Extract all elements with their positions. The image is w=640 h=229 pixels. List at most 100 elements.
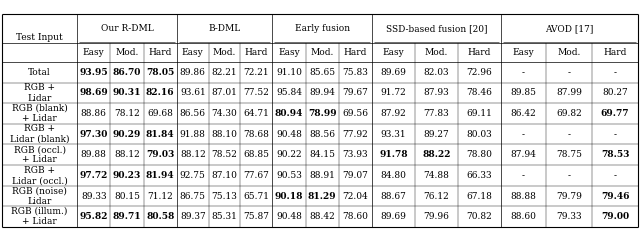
Text: RGB +
Lidar (blank): RGB + Lidar (blank) — [10, 124, 69, 144]
Text: 86.70: 86.70 — [113, 68, 141, 77]
Text: 89.71: 89.71 — [113, 212, 141, 221]
Text: 80.15: 80.15 — [114, 191, 140, 201]
Text: 79.03: 79.03 — [146, 150, 175, 159]
Text: 76.12: 76.12 — [424, 191, 449, 201]
Text: 80.03: 80.03 — [467, 130, 492, 139]
Text: 88.60: 88.60 — [511, 212, 536, 221]
Text: 67.18: 67.18 — [467, 191, 492, 201]
Text: 89.85: 89.85 — [511, 88, 536, 97]
Text: RGB (blank)
+ Lidar: RGB (blank) + Lidar — [12, 104, 67, 123]
Text: 79.07: 79.07 — [342, 171, 369, 180]
Text: 93.95: 93.95 — [79, 68, 108, 77]
Text: 90.23: 90.23 — [113, 171, 141, 180]
Text: 73.93: 73.93 — [342, 150, 369, 159]
Text: 79.67: 79.67 — [342, 88, 369, 97]
Text: 86.42: 86.42 — [511, 109, 536, 118]
Text: RGB (illum.)
+ Lidar: RGB (illum.) + Lidar — [12, 207, 68, 226]
Text: 89.27: 89.27 — [424, 130, 449, 139]
Text: 97.30: 97.30 — [79, 130, 108, 139]
Text: 64.71: 64.71 — [243, 109, 269, 118]
Text: 81.29: 81.29 — [308, 191, 337, 201]
Text: 80.27: 80.27 — [602, 88, 628, 97]
Text: 78.99: 78.99 — [308, 109, 337, 118]
Text: Hard: Hard — [468, 48, 491, 57]
Text: 85.31: 85.31 — [212, 212, 237, 221]
Text: 92.75: 92.75 — [180, 171, 205, 180]
Text: -: - — [522, 171, 525, 180]
Text: 95.82: 95.82 — [79, 212, 108, 221]
Text: 80.58: 80.58 — [146, 212, 175, 221]
Text: 88.12: 88.12 — [114, 150, 140, 159]
Text: 78.60: 78.60 — [342, 212, 369, 221]
Text: 90.29: 90.29 — [113, 130, 141, 139]
Text: 78.75: 78.75 — [556, 150, 582, 159]
Text: 69.68: 69.68 — [147, 109, 173, 118]
Text: 90.31: 90.31 — [113, 88, 141, 97]
Text: 74.88: 74.88 — [424, 171, 449, 180]
Text: -: - — [522, 68, 525, 77]
Text: Mod.: Mod. — [310, 48, 334, 57]
Text: 69.56: 69.56 — [342, 109, 369, 118]
Text: -: - — [614, 130, 616, 139]
Text: Early fusion: Early fusion — [294, 24, 350, 33]
Text: 87.99: 87.99 — [556, 88, 582, 97]
Text: 89.33: 89.33 — [81, 191, 106, 201]
Text: RGB +
Lidar (occl.): RGB + Lidar (occl.) — [12, 166, 67, 185]
Text: 82.16: 82.16 — [146, 88, 175, 97]
Text: Mod.: Mod. — [115, 48, 139, 57]
Text: 89.86: 89.86 — [180, 68, 205, 77]
Text: 91.72: 91.72 — [381, 88, 406, 97]
Text: 93.61: 93.61 — [180, 88, 205, 97]
Text: 88.42: 88.42 — [309, 212, 335, 221]
Text: 87.92: 87.92 — [381, 109, 406, 118]
Text: B-DML: B-DML — [209, 24, 241, 33]
Text: Mod.: Mod. — [557, 48, 581, 57]
Text: 79.33: 79.33 — [557, 212, 582, 221]
Text: 93.31: 93.31 — [381, 130, 406, 139]
Text: 98.69: 98.69 — [79, 88, 108, 97]
Text: 79.96: 79.96 — [424, 212, 449, 221]
Text: SSD-based fusion [20]: SSD-based fusion [20] — [386, 24, 487, 33]
Text: 78.68: 78.68 — [243, 130, 269, 139]
Text: Total: Total — [28, 68, 51, 77]
Text: 79.00: 79.00 — [601, 212, 629, 221]
Text: 69.11: 69.11 — [467, 109, 492, 118]
Text: 75.13: 75.13 — [212, 191, 237, 201]
Text: 89.94: 89.94 — [309, 88, 335, 97]
Text: Easy: Easy — [182, 48, 204, 57]
Text: 78.53: 78.53 — [601, 150, 629, 159]
Text: 82.21: 82.21 — [212, 68, 237, 77]
Text: 84.80: 84.80 — [381, 171, 406, 180]
Text: 87.94: 87.94 — [511, 150, 536, 159]
Text: Hard: Hard — [148, 48, 172, 57]
Text: 71.12: 71.12 — [147, 191, 173, 201]
Text: 90.53: 90.53 — [276, 171, 302, 180]
Text: 88.88: 88.88 — [511, 191, 536, 201]
Text: 68.85: 68.85 — [243, 150, 269, 159]
Text: 78.52: 78.52 — [212, 150, 237, 159]
Text: 78.05: 78.05 — [146, 68, 174, 77]
Text: 89.88: 89.88 — [81, 150, 107, 159]
Text: 87.01: 87.01 — [212, 88, 237, 97]
Text: 69.77: 69.77 — [601, 109, 629, 118]
Text: 88.67: 88.67 — [381, 191, 406, 201]
Text: 82.03: 82.03 — [424, 68, 449, 77]
Text: 86.75: 86.75 — [180, 191, 206, 201]
Text: RGB (noise)
Lidar: RGB (noise) Lidar — [12, 186, 67, 206]
Text: 66.33: 66.33 — [467, 171, 492, 180]
Text: 89.69: 89.69 — [381, 68, 406, 77]
Text: 90.48: 90.48 — [276, 130, 302, 139]
Text: -: - — [568, 171, 571, 180]
Text: 86.56: 86.56 — [180, 109, 206, 118]
Text: Mod.: Mod. — [213, 48, 236, 57]
Text: 85.65: 85.65 — [309, 68, 335, 77]
Text: 87.10: 87.10 — [212, 171, 237, 180]
Text: 90.22: 90.22 — [276, 150, 301, 159]
Text: 89.69: 89.69 — [381, 212, 406, 221]
Text: 88.22: 88.22 — [422, 150, 451, 159]
Text: 69.82: 69.82 — [556, 109, 582, 118]
Text: 81.84: 81.84 — [146, 130, 175, 139]
Text: 78.46: 78.46 — [467, 88, 492, 97]
Text: 75.87: 75.87 — [243, 212, 269, 221]
Text: -: - — [568, 130, 571, 139]
